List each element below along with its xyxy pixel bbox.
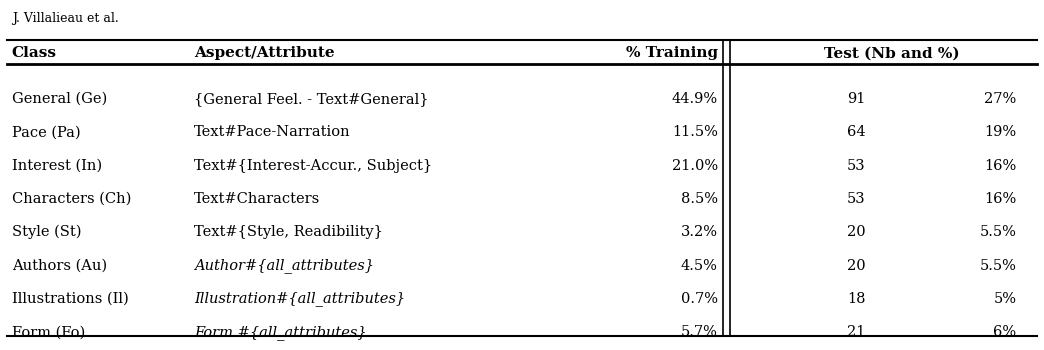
Text: Authors (Au): Authors (Au) [11, 259, 106, 273]
Text: 64: 64 [847, 125, 865, 139]
Text: J. Villalieau et al.: J. Villalieau et al. [11, 12, 119, 25]
Text: 11.5%: 11.5% [672, 125, 717, 139]
Text: General (Ge): General (Ge) [11, 92, 108, 106]
Text: 5.5%: 5.5% [979, 225, 1017, 239]
Text: % Training: % Training [625, 47, 717, 61]
Text: Style (St): Style (St) [11, 225, 81, 239]
Text: 4.5%: 4.5% [681, 259, 717, 273]
Text: Text#Characters: Text#Characters [194, 192, 321, 206]
Text: 20: 20 [847, 259, 865, 273]
Text: 53: 53 [847, 192, 865, 206]
Text: 91: 91 [848, 92, 865, 106]
Text: 21: 21 [848, 325, 865, 339]
Text: Illustration#{all_attributes}: Illustration#{all_attributes} [194, 292, 405, 306]
Text: 0.7%: 0.7% [681, 292, 717, 306]
Text: 19%: 19% [984, 125, 1017, 139]
Text: 5.5%: 5.5% [979, 259, 1017, 273]
Text: Class: Class [11, 47, 56, 61]
Text: 16%: 16% [984, 159, 1017, 173]
Text: {General Feel. - Text#General}: {General Feel. - Text#General} [194, 92, 428, 106]
Text: 5.7%: 5.7% [681, 325, 717, 339]
Text: Test (Nb and %): Test (Nb and %) [824, 47, 959, 61]
Text: 16%: 16% [984, 192, 1017, 206]
Text: 3.2%: 3.2% [681, 225, 717, 239]
Text: Form (Fo): Form (Fo) [11, 325, 85, 339]
Text: Form #{all_attributes}: Form #{all_attributes} [194, 325, 366, 340]
Text: 44.9%: 44.9% [671, 92, 717, 106]
Text: Aspect/Attribute: Aspect/Attribute [194, 47, 335, 61]
Text: Text#{Style, Readibility}: Text#{Style, Readibility} [194, 225, 383, 239]
Text: 18: 18 [847, 292, 865, 306]
Text: 6%: 6% [994, 325, 1017, 339]
Text: Pace (Pa): Pace (Pa) [11, 125, 80, 139]
Text: Characters (Ch): Characters (Ch) [11, 192, 132, 206]
Text: 8.5%: 8.5% [681, 192, 717, 206]
Text: 5%: 5% [994, 292, 1017, 306]
Text: 20: 20 [847, 225, 865, 239]
Text: Author#{all_attributes}: Author#{all_attributes} [194, 258, 374, 273]
Text: 27%: 27% [984, 92, 1017, 106]
Text: 53: 53 [847, 159, 865, 173]
Text: Text#{Interest-Accur., Subject}: Text#{Interest-Accur., Subject} [194, 159, 432, 173]
Text: 21.0%: 21.0% [671, 159, 717, 173]
Text: Illustrations (Il): Illustrations (Il) [11, 292, 128, 306]
Text: Interest (In): Interest (In) [11, 159, 102, 173]
Text: Text#Pace-Narration: Text#Pace-Narration [194, 125, 351, 139]
